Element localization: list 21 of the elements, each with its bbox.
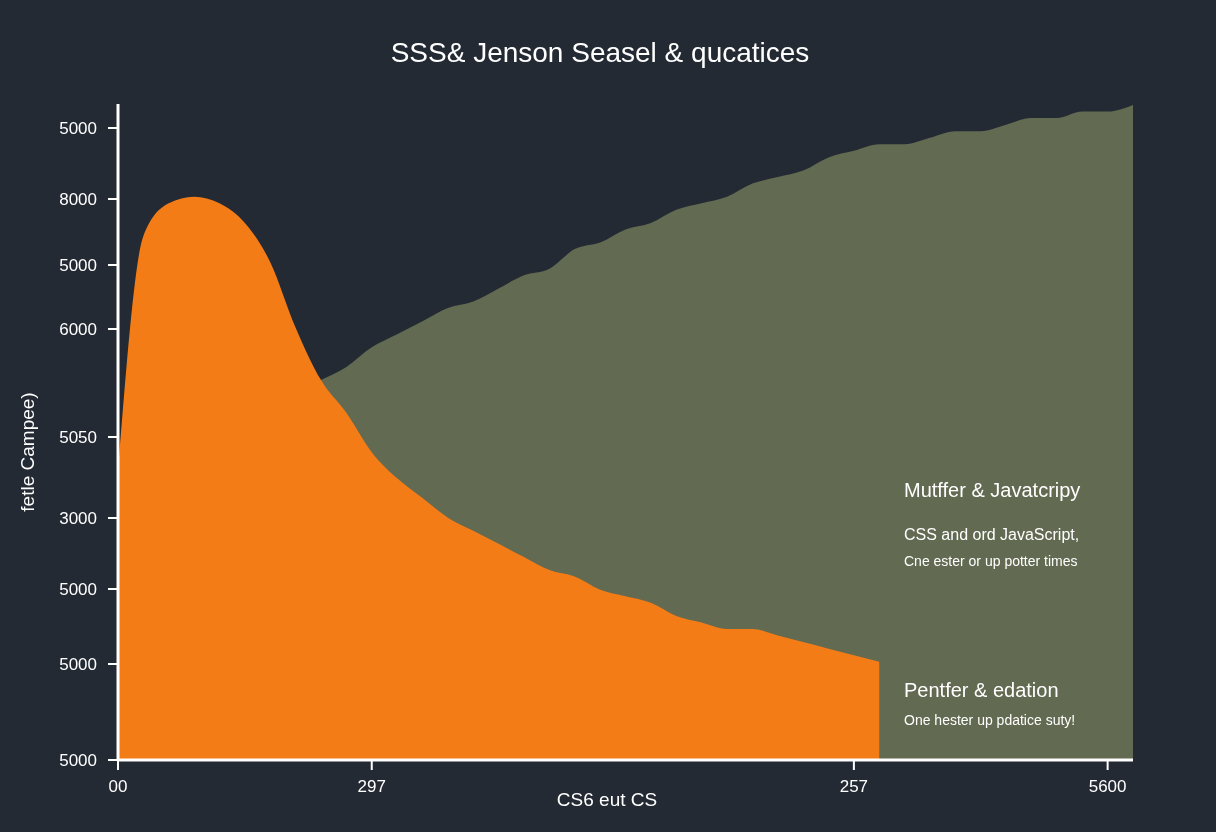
text: 5000	[59, 750, 97, 770]
x-tick-label: 257	[839, 777, 869, 796]
text: 5000	[59, 255, 97, 275]
x-tick-label: 297	[357, 777, 386, 796]
text: 5000	[59, 579, 97, 599]
text: 5000	[59, 654, 97, 674]
annotation: Cne ester or up potter times	[904, 552, 1078, 569]
x-tick-label: 5600	[1088, 777, 1127, 796]
annotation: Mutffer & Javatcripy	[904, 479, 1081, 501]
annotation: CSS and ord JavaScript,	[904, 525, 1080, 543]
x-axis-title: CS6 eut CS	[556, 789, 658, 810]
text: 5000	[59, 118, 97, 138]
text: 5050	[59, 427, 97, 447]
y-axis-title: fetle Campee)	[17, 392, 38, 512]
chart-title: SSS& Jenson Seasel & qucatices	[390, 37, 810, 68]
text: 3000	[59, 508, 97, 528]
text: 6000	[59, 319, 97, 339]
x-tick-label: 00	[108, 777, 128, 796]
text: 8000	[59, 189, 97, 209]
annotation: Pentfer & edation	[904, 679, 1059, 701]
annotation: One hester up pdatice suty!	[904, 711, 1076, 728]
